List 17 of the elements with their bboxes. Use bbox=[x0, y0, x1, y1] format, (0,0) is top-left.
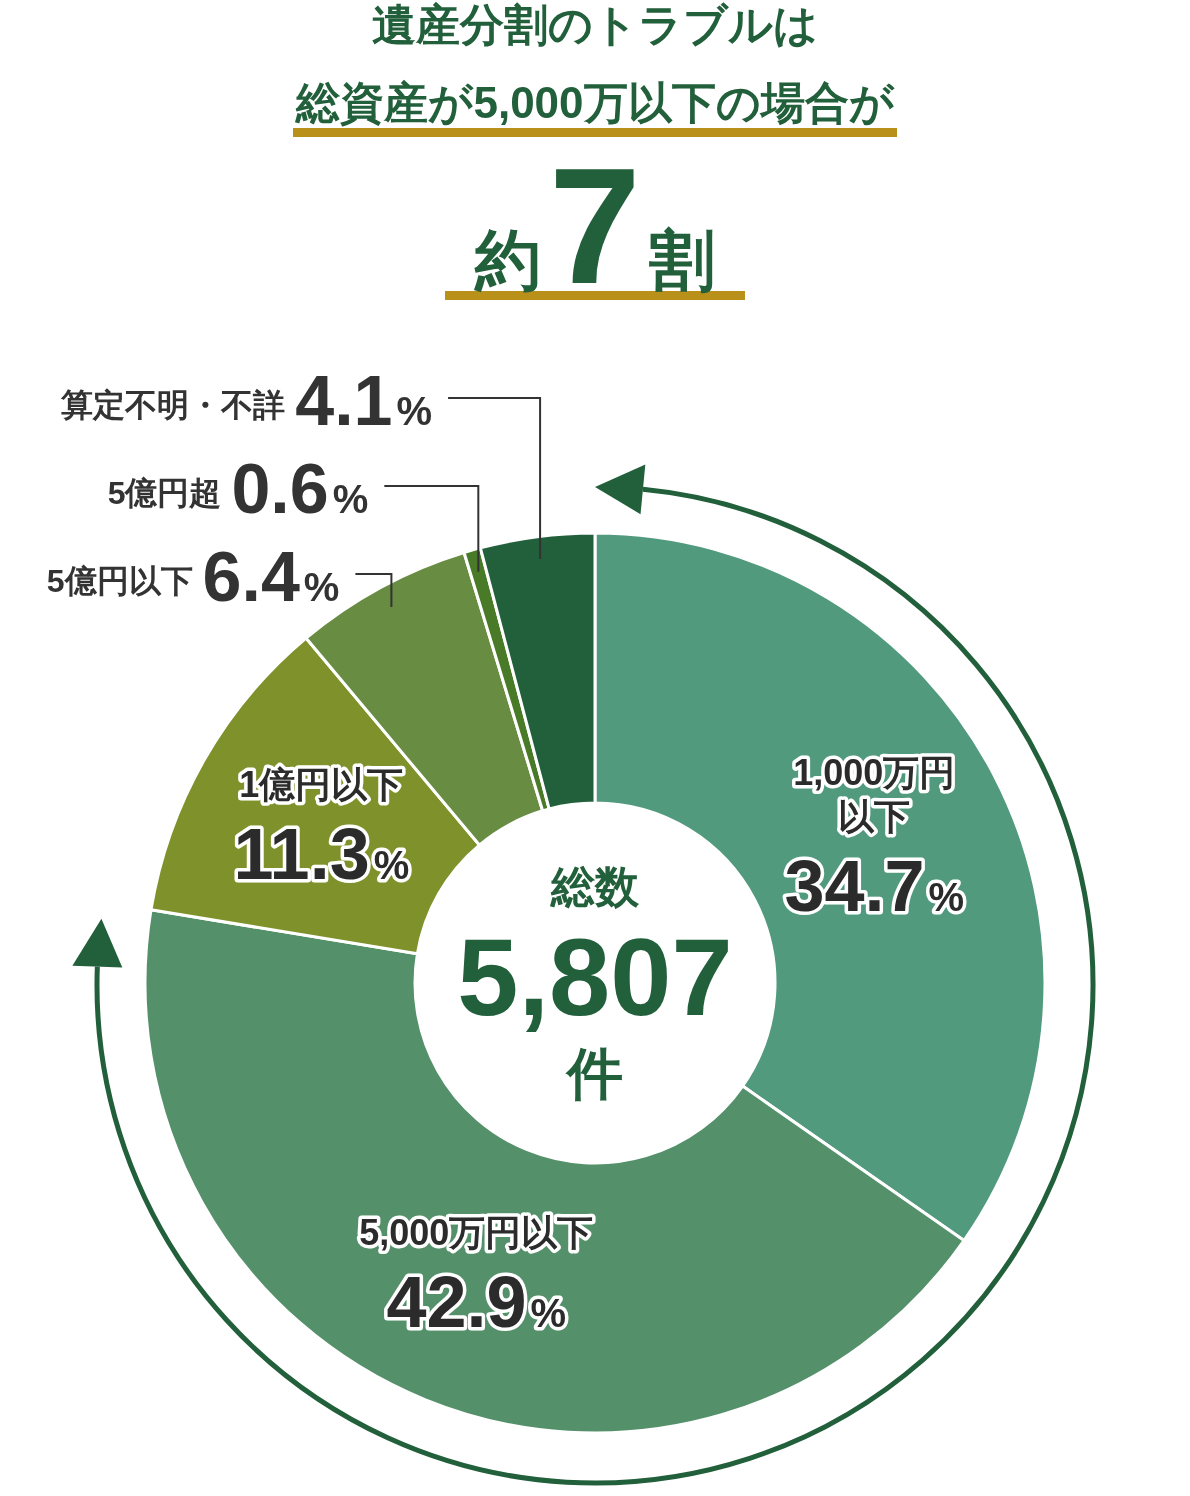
slice-label: 算定不明・不詳 bbox=[60, 387, 286, 423]
text: 件 bbox=[565, 1042, 623, 1106]
slice-label: 1億円以下 bbox=[239, 763, 404, 805]
slice-label: 5億円以下 bbox=[46, 563, 193, 599]
chart-title: 遺産分割のトラブルは bbox=[371, 0, 819, 51]
text: 総数 bbox=[549, 862, 640, 912]
data-label: 42.9% bbox=[386, 1261, 567, 1342]
slice-label: 5,000万円以下 bbox=[359, 1211, 594, 1253]
slice-label: 1,000万円以下 bbox=[793, 752, 956, 838]
chart-subtitle: 総資産が5,000万以下の場合が bbox=[296, 78, 894, 127]
data-label: 4.1% bbox=[295, 362, 433, 440]
data-label: 11.3% bbox=[233, 813, 410, 894]
text: 5,807 bbox=[457, 915, 733, 1039]
data-label: 6.4% bbox=[202, 538, 340, 616]
data-label: 34.7% bbox=[784, 846, 965, 927]
data-label: 0.6% bbox=[231, 450, 369, 528]
slice-label: 5億円超 bbox=[107, 475, 222, 511]
